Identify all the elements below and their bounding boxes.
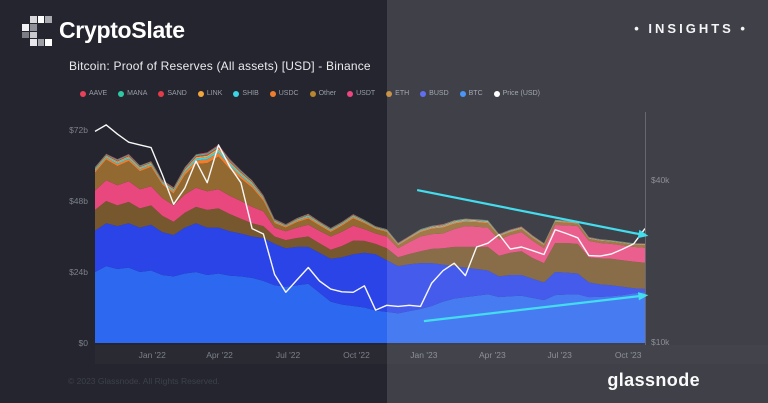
legend-swatch-icon bbox=[309, 90, 316, 97]
cryptoslate-wordmark: CryptoSlate bbox=[59, 17, 185, 43]
legend-label: ETH bbox=[395, 90, 410, 97]
legend-label: MANA bbox=[127, 90, 148, 97]
insights-badge: • INSIGHTS • bbox=[634, 21, 748, 36]
chart-legend: AAVE MANA SAND LINK SHIB USDC Other USDT ETH BUSD… bbox=[80, 90, 540, 97]
legend-label: AAVE bbox=[89, 90, 108, 97]
uptrend-arrow-head-icon bbox=[638, 292, 649, 301]
downtrend-arrow-head-icon bbox=[637, 229, 649, 239]
area-series-btc bbox=[95, 266, 645, 343]
legend-label: Price (USD) bbox=[502, 90, 540, 97]
legend-item-mana[interactable]: MANA bbox=[118, 90, 147, 97]
legend-item-eth[interactable]: ETH bbox=[386, 90, 409, 97]
legend-item-btc[interactable]: BTC bbox=[459, 90, 483, 97]
legend-swatch-icon bbox=[386, 90, 393, 97]
legend-item-shib[interactable]: SHIB bbox=[233, 90, 259, 97]
downtrend-arrow-line bbox=[416, 188, 641, 236]
y-left-tick: $24b bbox=[69, 267, 88, 277]
legend-swatch-icon bbox=[347, 90, 354, 97]
legend-swatch-icon bbox=[197, 90, 204, 97]
area-series-usdt bbox=[95, 180, 645, 264]
legend-swatch-icon bbox=[493, 90, 500, 97]
area-series-busd bbox=[95, 223, 645, 314]
cryptoslate-logo-icon bbox=[22, 16, 52, 46]
x-axis-tick: Apr '23 bbox=[479, 350, 506, 360]
legend-label: BTC bbox=[468, 90, 483, 97]
legend-swatch-icon bbox=[118, 90, 125, 97]
x-axis-tick: Jul '23 bbox=[547, 350, 572, 360]
area-series-other bbox=[95, 156, 645, 249]
legend-item-sand[interactable]: SAND bbox=[158, 90, 187, 97]
x-axis-tick: Jan '23 bbox=[410, 350, 438, 360]
glassnode-wordmark: glassnode bbox=[607, 370, 700, 390]
y-left-tick: $48b bbox=[69, 196, 88, 206]
x-axis-tick: Oct '22 bbox=[343, 350, 370, 360]
legend-swatch-icon bbox=[158, 90, 165, 97]
x-axis-tick: Apr '22 bbox=[206, 350, 233, 360]
legend-item-aave[interactable]: AAVE bbox=[80, 90, 107, 97]
x-axis-tick: Jan '22 bbox=[138, 350, 166, 360]
y-left-tick: $72b bbox=[69, 125, 88, 135]
copyright-text: © 2023 Glassnode. All Rights Reserved. bbox=[68, 376, 220, 386]
legend-label: Other bbox=[318, 90, 337, 97]
y-right-tick: $10k bbox=[651, 337, 670, 347]
legend-swatch-icon bbox=[80, 90, 86, 97]
y-right-tick: $40k bbox=[651, 175, 670, 185]
uptrend-arrow-line bbox=[423, 294, 641, 323]
area-series-eth bbox=[95, 201, 645, 289]
legend-label: BUSD bbox=[429, 90, 449, 97]
legend-swatch-icon bbox=[233, 90, 240, 97]
legend-swatch-icon bbox=[459, 90, 466, 97]
legend-label: LINK bbox=[206, 90, 223, 97]
legend-label: SAND bbox=[167, 90, 187, 97]
legend-swatch-icon bbox=[420, 90, 427, 97]
legend-item-usdt[interactable]: USDT bbox=[347, 90, 375, 97]
y-left-tick: $0 bbox=[78, 338, 88, 348]
x-axis-tick: Jul '22 bbox=[275, 350, 301, 360]
chart-title: Bitcoin: Proof of Reserves (All assets) … bbox=[69, 59, 371, 73]
legend-label: SHIB bbox=[242, 90, 259, 97]
legend-item-usdc[interactable]: USDC bbox=[269, 90, 299, 97]
x-axis-tick: Oct '23 bbox=[614, 350, 642, 360]
legend-label: USDT bbox=[356, 90, 376, 97]
legend-item-busd[interactable]: BUSD bbox=[420, 90, 449, 97]
legend-item-link[interactable]: LINK bbox=[197, 90, 223, 97]
legend-swatch-icon bbox=[269, 90, 276, 97]
price-line bbox=[94, 124, 646, 311]
legend-item-price-usd-[interactable]: Price (USD) bbox=[493, 90, 540, 97]
legend-item-other[interactable]: Other bbox=[309, 90, 337, 97]
legend-label: USDC bbox=[278, 90, 299, 97]
